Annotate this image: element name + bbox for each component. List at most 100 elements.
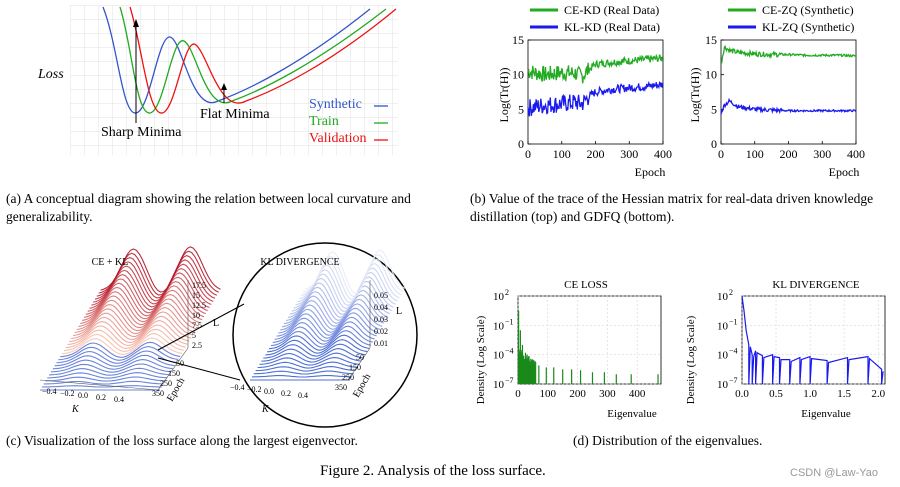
x-tick-label: 2.0 (871, 388, 885, 400)
surface-line (263, 348, 364, 360)
synthetic-curve (102, 6, 371, 114)
y-tick-exponent: −7 (729, 376, 738, 385)
d-right-xlabel: Eigenvalue (801, 408, 851, 420)
c-right-ktick: −0.4 (230, 383, 245, 392)
surface-line (60, 341, 181, 358)
surface-line (49, 367, 170, 376)
c-left-epoch-tick: 50 (176, 359, 184, 368)
x-tick-label: 0 (718, 147, 724, 161)
c-left-ktick: −0.2 (60, 389, 75, 398)
validation-curve (129, 6, 397, 114)
surface-line (253, 370, 354, 375)
y-tick-label: 15 (705, 33, 717, 47)
x-tick-label: 400 (629, 388, 646, 400)
c-left-ktick: 0.0 (78, 391, 88, 400)
surface-line (63, 333, 184, 352)
legend-kl-kd: KL-KD (Real Data) (564, 20, 660, 34)
surface-line (65, 328, 186, 349)
panel-a (70, 5, 398, 155)
y-tick-label: 10 (512, 68, 524, 82)
c-left-ztick: 5 (192, 331, 196, 340)
x-tick-label: 0.0 (735, 388, 749, 400)
surface-line (58, 346, 179, 361)
surface-line (261, 352, 362, 363)
surface-line (282, 303, 383, 330)
surface-line (257, 361, 358, 369)
x-tick-label: 100 (746, 147, 764, 161)
panel-b-charts: CE-KD (Real Data) KL-KD (Real Data) CE-Z… (497, 3, 865, 179)
kl-eigen-line (741, 295, 884, 385)
y-tick-label: 10 (717, 350, 729, 362)
surface-line (72, 311, 194, 338)
c-right-ktick: −0.2 (247, 385, 262, 394)
chart-b-right: 0 5 10 15 0 100 200 300 400 (705, 33, 865, 161)
surface-line (276, 316, 377, 339)
y-tick-label: 10 (493, 291, 505, 303)
d-left-title: CE LOSS (564, 279, 608, 291)
c-right-title: KL DIVERGENCE (260, 257, 339, 268)
c-right-ktick: 0.2 (281, 389, 291, 398)
surface-line (268, 334, 370, 351)
loss-axis-label: Loss (38, 67, 64, 82)
y-tick-exponent: −1 (505, 317, 514, 326)
c-left-epoch-tick: 150 (168, 369, 180, 378)
b-right-xlabel: Epoch (829, 165, 860, 179)
sharp-arrowhead (133, 19, 139, 27)
d-left-xlabel: Eigenvalue (607, 408, 657, 420)
y-tick-exponent: 2 (729, 288, 733, 297)
y-tick-label: 0 (518, 137, 524, 151)
b-right-ylabel: Log(Tr(H)) (688, 68, 702, 123)
surface-line (50, 363, 172, 373)
c-right-ztick: 0.03 (374, 315, 388, 324)
x-tick-label: 300 (813, 147, 831, 161)
surface-line (270, 330, 372, 348)
c-right-ztick: 0.04 (374, 303, 388, 312)
y-tick-label: 10 (717, 291, 729, 303)
panel-a-diagram (70, 5, 398, 155)
surface-line (74, 307, 195, 335)
c-right-ktick: 0.0 (264, 387, 274, 396)
legend-validation: Validation (309, 131, 367, 146)
caption-b: (b) Value of the trace of the Hessian ma… (470, 191, 874, 224)
c-right-ztick: 0.05 (374, 291, 388, 300)
c-left-epoch-tick: 250 (160, 379, 172, 388)
surface-line (100, 246, 221, 293)
y-tick-label: 10 (493, 350, 505, 362)
d-right-title: KL DIVERGENCE (772, 279, 860, 291)
c-left-ktick: 0.4 (114, 395, 124, 404)
c-left-klabel: K (71, 404, 80, 415)
x-tick-label: 0.5 (769, 388, 783, 400)
surface-line (272, 325, 373, 345)
b-left-ylabel: Log(Tr(H)) (497, 68, 511, 123)
figure-caption: Figure 2. Analysis of the loss surface. (320, 463, 546, 479)
surface-line (43, 380, 164, 385)
surface-line (80, 294, 201, 326)
c-right-ztick: 0.01 (374, 339, 388, 348)
c-right-klabel: K (261, 404, 270, 415)
ce-kd-series (527, 53, 664, 84)
x-tick-label: 200 (587, 147, 605, 161)
surface-line (78, 298, 199, 329)
surface-line (82, 289, 203, 323)
caption-c: (c) Visualization of the loss surface al… (6, 433, 358, 448)
surface-line (71, 315, 192, 341)
y-tick-label: 10 (717, 320, 729, 332)
x-tick-label: 0 (525, 147, 531, 161)
c-left-ztick: 17.5 (192, 281, 206, 290)
watermark: CSDN @Law-Yao (790, 467, 878, 479)
surface-line (47, 372, 168, 379)
d-right-ylabel: Density (Log Scale) (685, 315, 697, 404)
c-right-zlabel: L (396, 306, 402, 317)
panel-d-charts: CE LOSS KL DIVERGENCE 10 210 −110 −410 −70 10… (475, 279, 886, 420)
surface-line (274, 321, 375, 342)
x-tick-label: 400 (654, 147, 672, 161)
ce-kl-surface (40, 246, 221, 391)
flat-minima-label: Flat Minima (200, 107, 270, 122)
c-left-ktick: 0.2 (96, 393, 106, 402)
surface-line (265, 343, 366, 357)
y-tick-label: 15 (512, 33, 524, 47)
c-left-ztick: 7.5 (192, 321, 202, 330)
kl-zq-series (720, 97, 857, 115)
y-tick-exponent: 2 (505, 288, 509, 297)
